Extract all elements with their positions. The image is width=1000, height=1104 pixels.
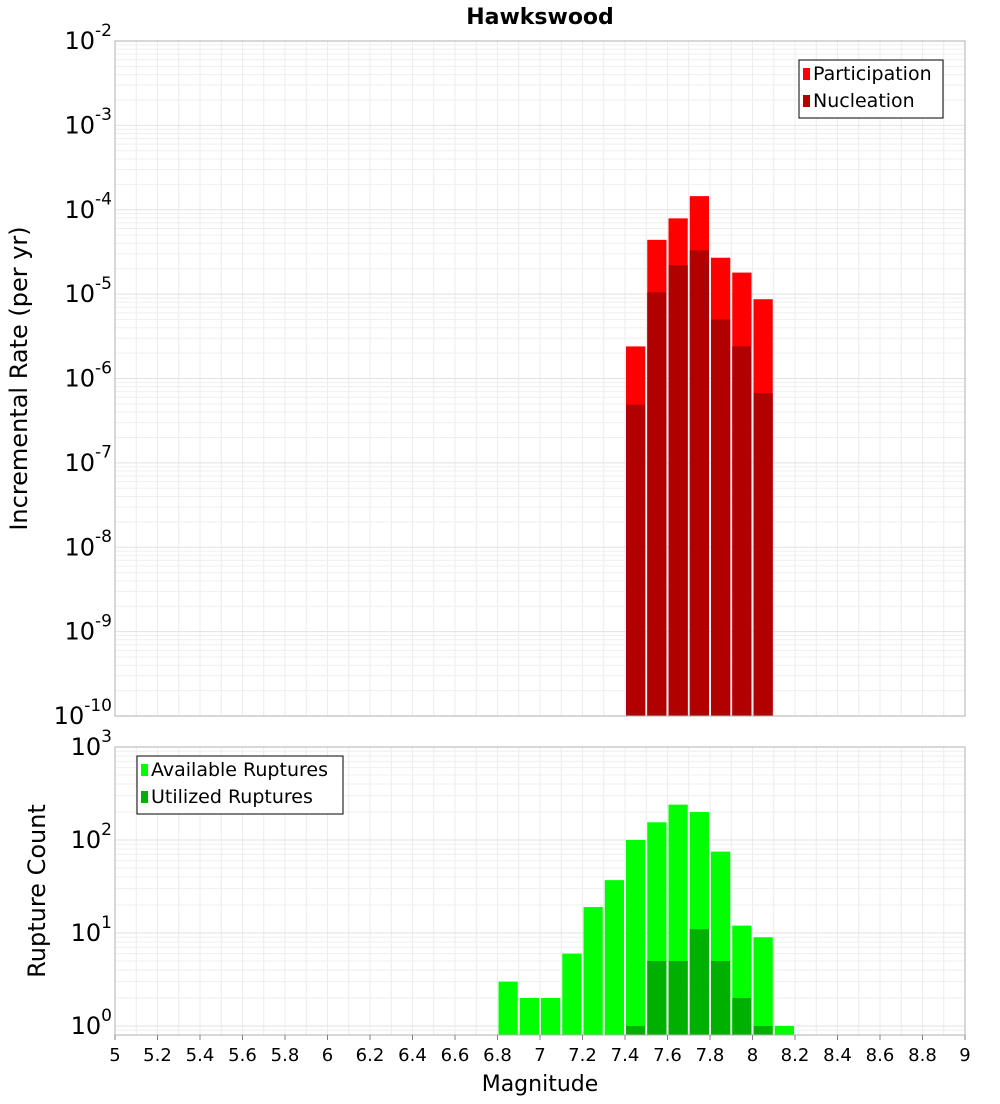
bar [774,1025,794,1035]
bar [626,404,646,716]
x-tick-labels: 5 5.2 5.4 5.6 5.8 6 6.2 6.4 6.6 6.8 7 7.2 7.4 7.6 7.8 8… [109,1035,971,1066]
x-tick-label: 8 [747,1045,758,1066]
bar [626,839,646,1035]
x-tick-label: 8.8 [908,1045,937,1066]
bar [732,346,752,716]
bar [689,250,709,717]
x-tick-label: 8.6 [866,1045,895,1066]
bar [562,953,582,1035]
y-tick-label: 103 [71,727,112,761]
legend-swatch [141,791,148,803]
bar [753,393,773,716]
x-tick-label: 6 [322,1045,333,1066]
series-nucleation [626,250,773,717]
x-tick-label: 6.8 [483,1045,512,1066]
bar [647,292,667,716]
y-tick-label: 10-6 [65,358,113,392]
x-tick-label: 7.4 [611,1045,640,1066]
legend-label: Participation [813,63,932,85]
legend-label: Nucleation [813,90,915,112]
legend-box [798,59,944,119]
x-tick-label: 6.2 [356,1045,385,1066]
legend-label: Utilized Ruptures [151,786,313,808]
bar [689,929,709,1035]
bar [753,1025,773,1035]
legend-swatch [803,95,810,107]
bar [711,960,731,1035]
bar [626,1025,646,1035]
x-tick-label: 8.4 [823,1045,852,1066]
y-tick-label: 10-7 [65,443,113,477]
y-tick-label: 102 [71,820,112,854]
bar [519,997,539,1035]
y-axis-label: Incremental Rate (per yr) [5,226,33,530]
bar [647,960,667,1035]
plot-frame [114,40,966,717]
y-tick-label: 10-10 [54,696,112,730]
legend-label: Available Ruptures [151,759,328,781]
x-tick-label: 6.4 [398,1045,427,1066]
x-tick-label: 5.8 [271,1045,300,1066]
x-tick-label: 7.8 [696,1045,725,1066]
y-tick-label: 10-9 [65,611,113,645]
x-axis-label: Magnitude [482,1072,599,1097]
panel-rate: Incremental Rate (per yr) Hawkswood Partic… [5,5,966,717]
x-tick-label: 9 [959,1045,970,1066]
y-tick-label: 10-4 [65,190,113,224]
gridlines [114,40,966,717]
bar [541,997,561,1035]
x-tick-label: 5.2 [143,1045,172,1066]
bar [732,997,752,1035]
panel-count: Rupture Count 5 5.2 5.4 5.6 5.8 6 6.2 6.4 6.6 6.8 7… [23,746,971,1097]
x-tick-label: 7 [534,1045,545,1066]
bar [753,937,773,1035]
x-tick-label: 6.6 [441,1045,470,1066]
legend-swatch [141,764,148,776]
bar [583,907,603,1035]
x-tick-label: 5.4 [186,1045,215,1066]
y-tick-label: 101 [71,913,112,947]
x-tick-label: 7.2 [568,1045,597,1066]
y-tick-label: 10-5 [65,274,113,308]
x-tick-label: 7.6 [653,1045,682,1066]
legend: Participation Nucleation [798,59,944,119]
y-tick-label: 10-8 [65,527,113,561]
bar [711,319,731,716]
chart-title: Hawkswood [466,5,614,30]
legend-box [136,755,344,815]
x-tick-label: 5 [109,1045,120,1066]
legend-swatch [803,68,810,80]
bar [498,981,518,1035]
y-tick-label: 10-2 [65,21,113,55]
bar [668,265,688,716]
legend: Available Ruptures Utilized Ruptures [136,755,344,815]
y-tick-label: 10-3 [65,105,113,139]
x-tick-label: 8.2 [781,1045,810,1066]
bar [604,880,624,1035]
bar [668,960,688,1035]
x-tick-label: 5.6 [228,1045,257,1066]
series-utilized-ruptures [626,929,773,1035]
y-axis-label: Rupture Count [23,804,51,978]
y-tick-label: 100 [71,1006,112,1040]
